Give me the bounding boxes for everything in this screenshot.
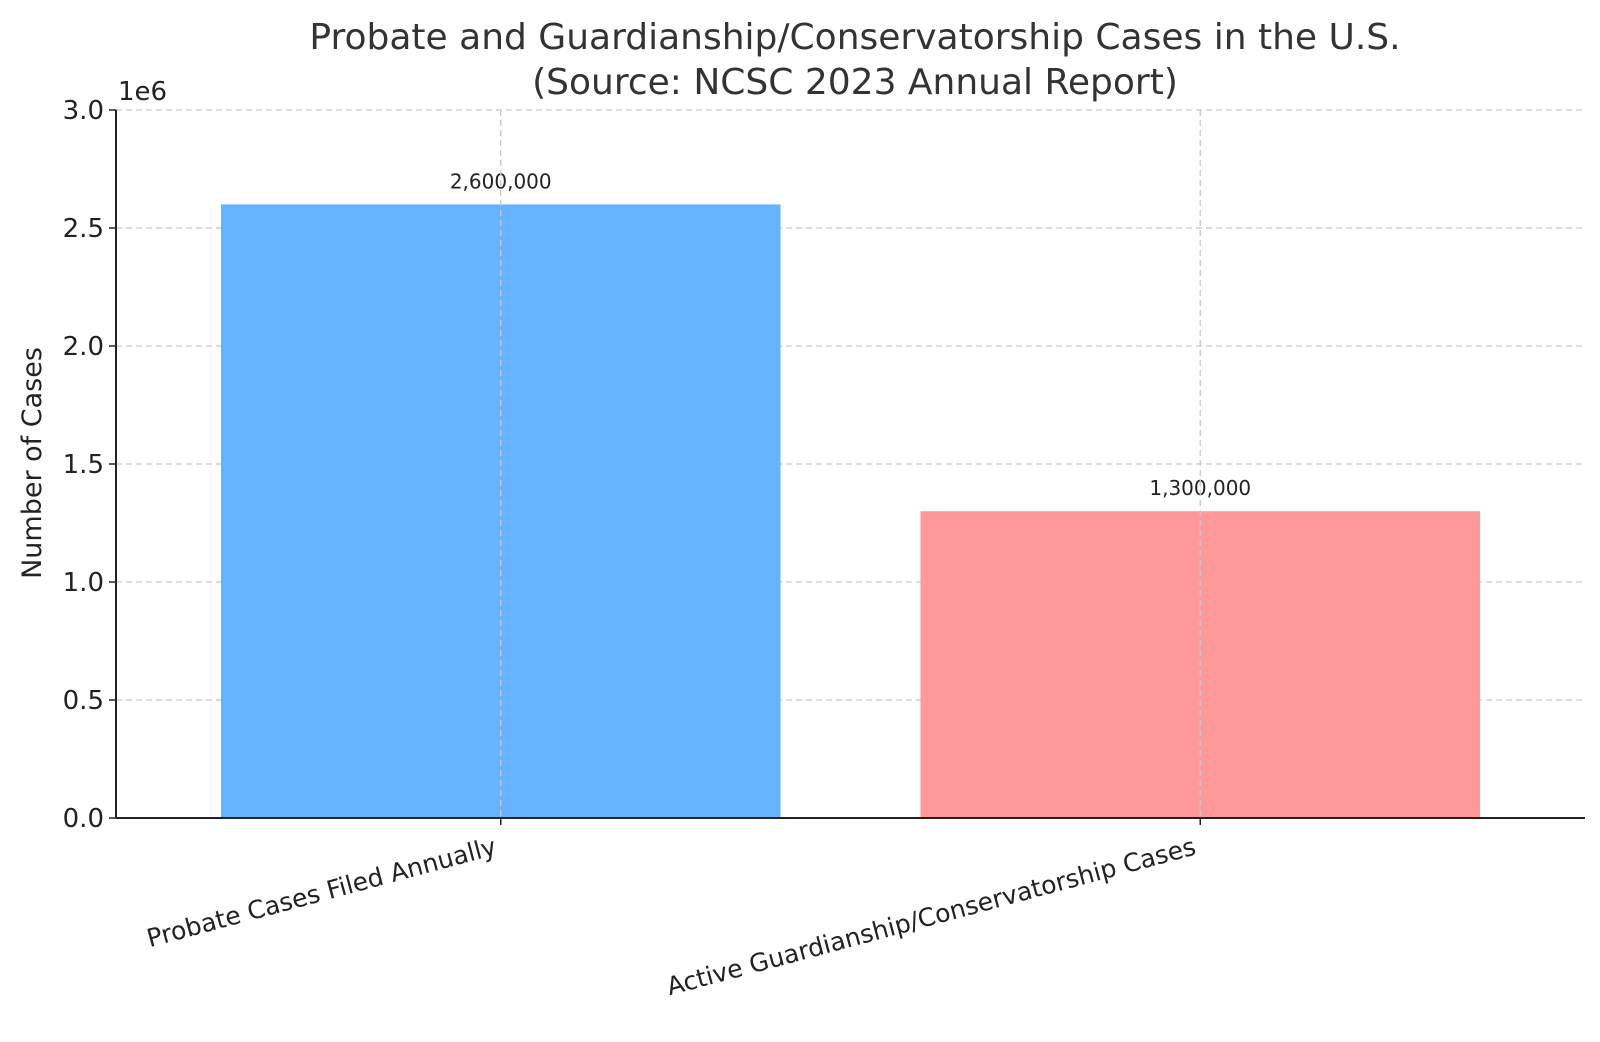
bar-value-label: 1,300,000: [1149, 476, 1251, 500]
y-axis-offset-label: 1e6: [118, 77, 167, 107]
chart-title: Probate and Guardianship/Conservatorship…: [309, 17, 1400, 58]
y-tick-label: 0.0: [63, 804, 104, 834]
y-tick-label: 3.0: [63, 96, 104, 126]
chart-subtitle: (Source: NCSC 2023 Annual Report): [532, 62, 1178, 103]
y-axis-label: Number of Cases: [17, 347, 48, 579]
y-tick-label: 2.5: [63, 214, 104, 244]
y-tick-label: 1.0: [63, 568, 104, 598]
y-tick-label: 0.5: [63, 686, 104, 716]
y-tick-label: 1.5: [63, 450, 104, 480]
y-tick-label: 2.0: [63, 332, 104, 362]
